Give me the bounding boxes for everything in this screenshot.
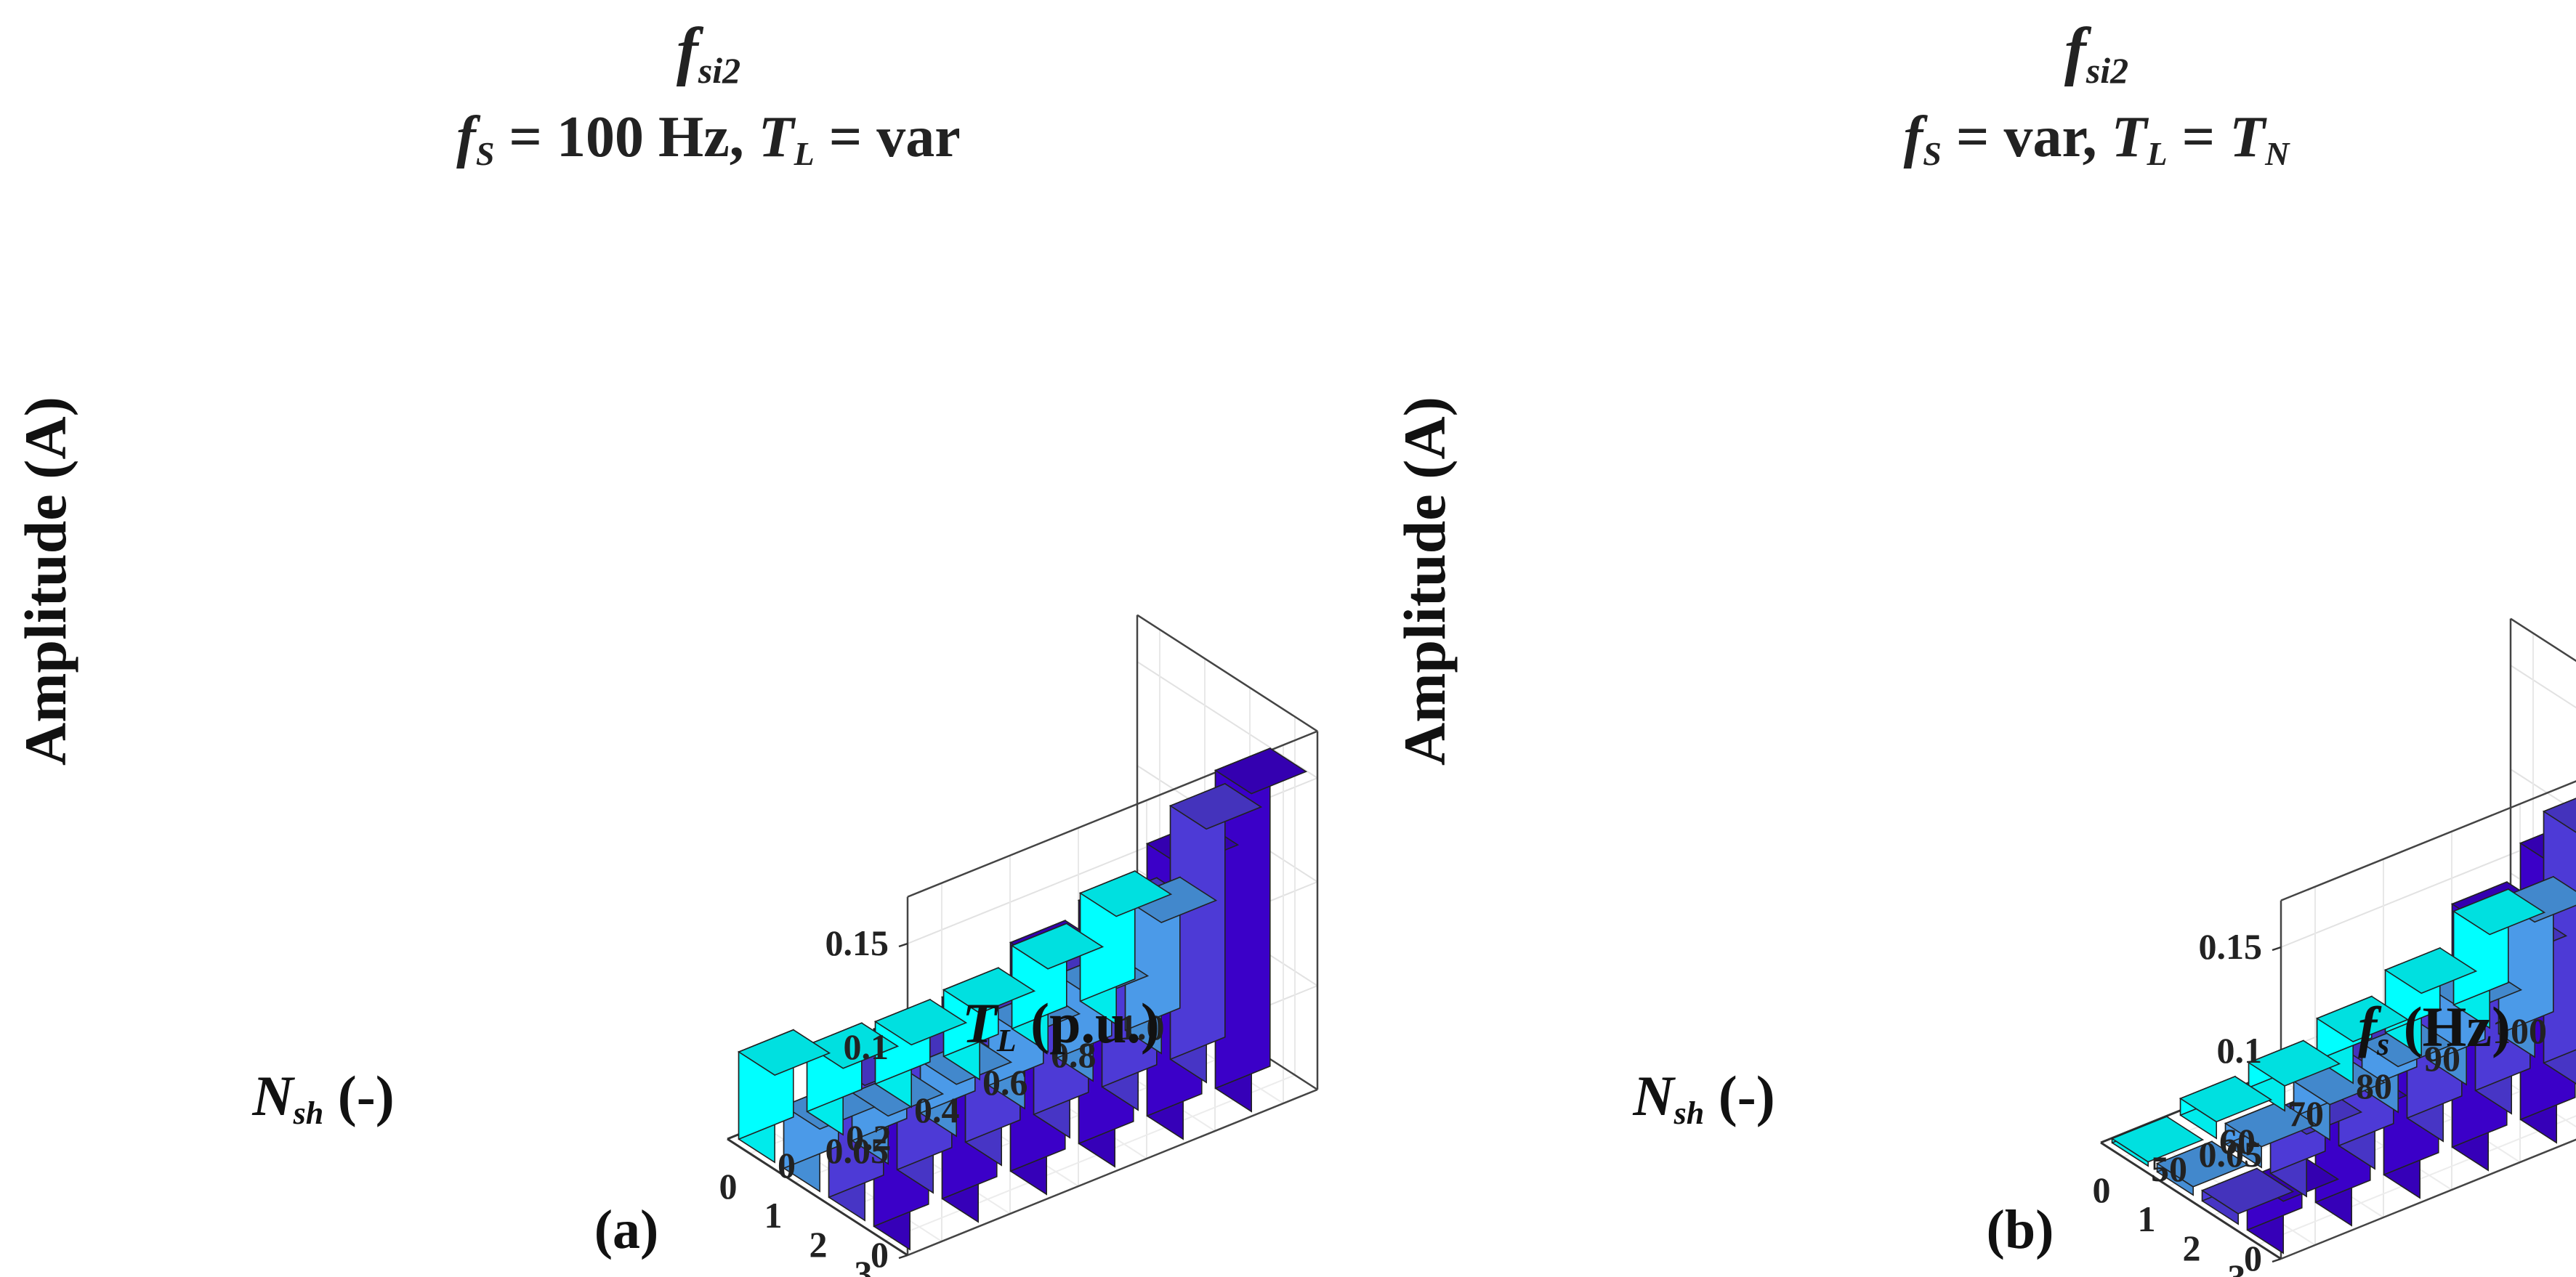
bar-r0-c0.6 <box>942 967 1036 1081</box>
z-tick-label: 0.05 <box>2199 1134 2263 1175</box>
row-tick-label: 1 <box>2138 1199 2156 1239</box>
panel-a-y-axis-label: TL (p.u.) <box>962 992 1160 1058</box>
col-tick-label: 50 <box>2151 1148 2187 1189</box>
panel-a-bars <box>737 747 1308 1251</box>
bar-r0-c90 <box>2383 946 2478 1057</box>
bar-r0-c1.0 <box>1078 869 1173 1026</box>
bar-r1-c60 <box>2224 1100 2318 1169</box>
col-tick-label: 70 <box>2288 1093 2324 1134</box>
z-tick-label: 0.15 <box>2199 926 2263 967</box>
bar-r0-c60 <box>2179 1075 2273 1140</box>
bar-r2-c1.0 <box>1168 782 1263 1084</box>
bar-r0-c70 <box>2247 1039 2341 1112</box>
row-tick-label: 2 <box>2183 1228 2201 1268</box>
bar-r0-c0.2 <box>805 1022 900 1136</box>
bar-r0-c0.8 <box>1010 923 1105 1053</box>
col-tick-label: 0.4 <box>914 1090 960 1130</box>
z-tick-label: 0.1 <box>844 1026 889 1067</box>
bar-r0-c50 <box>2110 1115 2205 1167</box>
panel-b-title-line1: fsi2 <box>2064 15 2128 91</box>
row-tick-label: 2 <box>809 1224 828 1265</box>
row-tick-label: 0 <box>2093 1169 2111 1210</box>
panel-b-x-axis-label: Nsh (-) <box>1632 1064 1774 1131</box>
col-tick-label: 0.6 <box>982 1062 1028 1103</box>
panel-b-label: (b) <box>1987 1199 2054 1260</box>
row-tick-label: 3 <box>2228 1257 2246 1277</box>
panel-a-title-line1: fsi2 <box>677 15 740 91</box>
row-tick-label: 3 <box>855 1253 873 1277</box>
bar-r1-c80 <box>2360 1020 2455 1114</box>
panel-a: fsi2 fS = 100 Hz, TL = var 0 0.05 0.1 0.15 3… <box>12 15 1319 1277</box>
panel-b-title-line2: fS = var, TL = TN <box>1904 105 2290 172</box>
bar-r1-c50 <box>2155 1140 2250 1196</box>
bar-r0-c80 <box>2315 995 2410 1085</box>
panel-a-title-line2: fS = 100 Hz, TL = var <box>456 105 961 172</box>
row-tick-label: 1 <box>764 1195 783 1236</box>
z-tick-label: 0 <box>2244 1238 2262 1277</box>
col-tick-label: 60 <box>2219 1121 2256 1162</box>
bar-r0-c0 <box>737 1029 831 1164</box>
panel-a-x-axis-label: Nsh (-) <box>251 1064 394 1131</box>
col-tick-label: 80 <box>2356 1066 2392 1106</box>
bar-r2-c50 <box>2200 1167 2295 1225</box>
col-tick-label: 0.8 <box>1051 1034 1097 1075</box>
col-tick-label: 100 <box>2492 1010 2547 1051</box>
z-tick-label: 0 <box>871 1234 889 1275</box>
z-tick-label: 0.1 <box>2217 1030 2263 1071</box>
row-tick-label: 0 <box>719 1166 738 1207</box>
panel-b-bars <box>2110 798 2576 1254</box>
panel-a-label: (a) <box>594 1199 659 1260</box>
col-tick-label: 0 <box>778 1145 796 1185</box>
panel-a-z-axis-label: Amplitude (A) <box>12 397 78 766</box>
panel-b: fsi2 fS = var, TL = TN 00.050.10.1532105… <box>1392 15 2576 1277</box>
col-tick-label: 90 <box>2424 1038 2460 1079</box>
z-tick-label: 0.05 <box>825 1130 889 1171</box>
col-tick-label: 1.0 <box>1119 1007 1165 1047</box>
panel-b-z-axis-label: Amplitude (A) <box>1392 397 1458 766</box>
col-tick-label: 0.2 <box>846 1117 892 1158</box>
z-tick-label: 0.15 <box>825 923 889 963</box>
